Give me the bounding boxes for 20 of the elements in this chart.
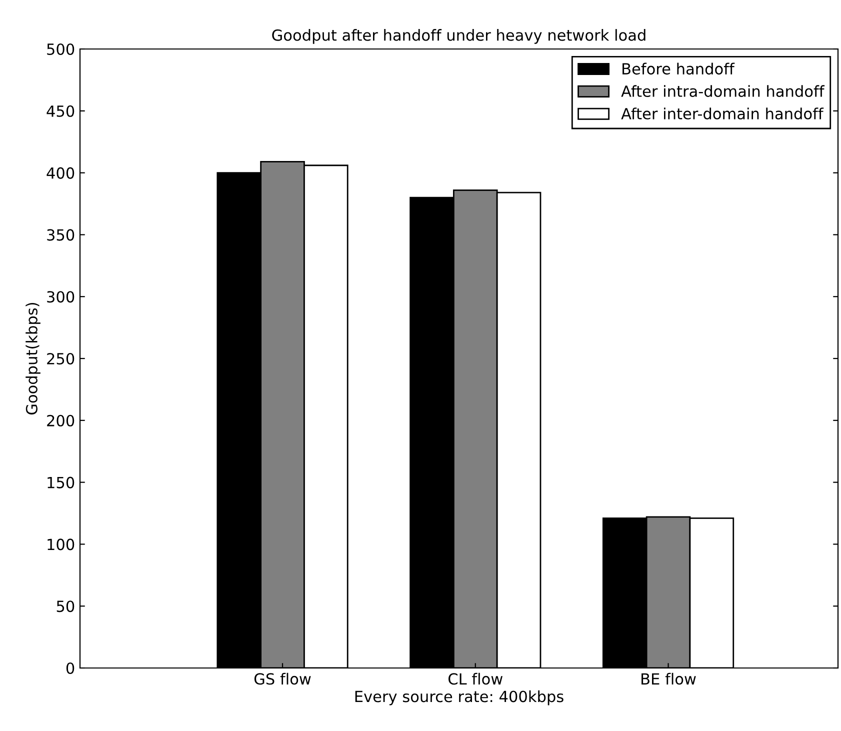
y-tick-label: 200 bbox=[47, 414, 74, 426]
y-tick-label: 500 bbox=[47, 43, 74, 56]
legend-label: Before handoff bbox=[622, 62, 735, 75]
chart-title: Goodput after handoff under heavy network load bbox=[272, 29, 646, 44]
y-tick-label: 100 bbox=[48, 538, 74, 550]
y-tick-label: 300 bbox=[47, 291, 74, 303]
legend-label: After inter-domain handoff bbox=[621, 108, 824, 120]
y-tick-label: 400 bbox=[46, 167, 74, 179]
y-tick-label: 350 bbox=[47, 229, 74, 241]
y-tick-label: 50 bbox=[56, 600, 74, 612]
x-tick-label: BE flow bbox=[642, 672, 696, 685]
y-axis-title: Goodput(kbps) bbox=[26, 302, 40, 415]
legend-label: After intra-domain handoff bbox=[621, 85, 825, 97]
x-tick-label: GS flow bbox=[254, 672, 311, 685]
y-tick-label: 0 bbox=[66, 662, 74, 674]
y-tick-label: 150 bbox=[48, 476, 74, 488]
x-tick-label: CL flow bbox=[448, 672, 503, 685]
y-tick-label: 250 bbox=[47, 352, 74, 365]
x-axis-title: Every source rate: 400kbps bbox=[355, 690, 564, 706]
y-tick-label: 450 bbox=[46, 105, 74, 117]
